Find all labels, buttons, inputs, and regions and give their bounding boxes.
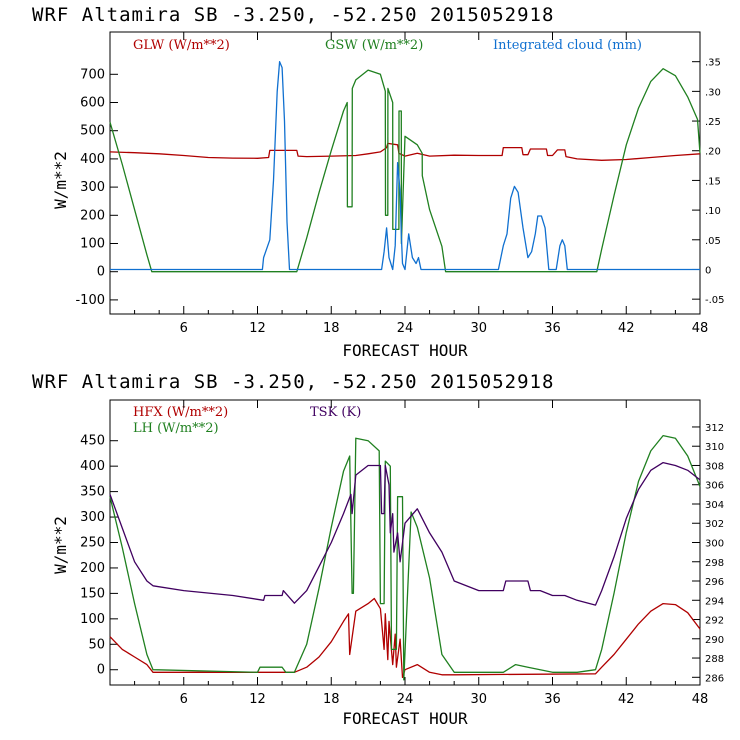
chart-bottom: 6 12 18 24 30 36 42 48 0 50 100 150 200 250 300 350 400 4…	[80, 399, 724, 707]
right-y-tick-label: 286	[705, 673, 724, 684]
x-axis-label: FORECAST HOUR	[342, 709, 468, 728]
y-axis-label: W/m**2	[51, 516, 70, 574]
x-tick-label: 30	[470, 692, 487, 707]
y-tick-label: 250	[80, 536, 105, 551]
x-tick-label: 18	[323, 692, 340, 707]
y-tick-label: 500	[80, 124, 105, 139]
legend-tsk: TSK (K)	[310, 405, 361, 420]
y-tick-label: 450	[80, 434, 105, 449]
y-tick-label: 350	[80, 485, 105, 500]
chart-top: 6 12 18 24 30 36 42 48 -100 0 100 200 300 400 500 600 70…	[75, 31, 725, 336]
right-y-tick-label: 296	[705, 577, 724, 588]
right-y-tick-label: -.05	[705, 295, 725, 306]
y-tick-label: 50	[88, 637, 105, 652]
legend-gsw: GSW (W/m**2)	[325, 38, 423, 53]
series-line-gsw	[109, 68, 701, 273]
x-tick-label: 48	[692, 321, 709, 336]
right-y-tick-label: .15	[705, 176, 721, 187]
right-y-tick-label: 298	[705, 558, 724, 569]
legend-cloud: Integrated cloud (mm)	[493, 38, 642, 53]
y-tick-label: -100	[75, 293, 105, 308]
x-tick-label: 30	[470, 321, 487, 336]
x-tick-label: 24	[397, 321, 414, 336]
x-tick-label: 42	[618, 321, 635, 336]
x-tick-label: 36	[544, 321, 561, 336]
right-y-tick-label: 288	[705, 654, 724, 665]
right-y-tick-label: 290	[705, 635, 724, 646]
x-tick-label: 42	[618, 692, 635, 707]
right-y-tick-label: .25	[705, 117, 721, 128]
right-y-tick-label: 300	[705, 539, 724, 550]
right-y-tick-label: 308	[705, 461, 724, 472]
right-y-tick-label: 292	[705, 616, 724, 627]
series-line-tsk	[109, 461, 701, 606]
x-tick-label: 48	[692, 692, 709, 707]
legend-glw: GLW (W/m**2)	[133, 38, 230, 53]
right-y-tick-label: 302	[705, 519, 724, 530]
series-line-integrated	[110, 61, 700, 271]
right-y-tick-label: 0	[705, 265, 711, 276]
right-y-tick-label: 312	[705, 423, 724, 434]
y-tick-label: 150	[80, 586, 105, 601]
right-y-tick-label: 306	[705, 481, 724, 492]
y-tick-label: 700	[80, 67, 105, 82]
right-y-tick-label: 304	[705, 500, 724, 511]
y-tick-label: 400	[80, 152, 105, 167]
chart-title: WRF Altamira SB -3.250, -52.250 20150529…	[32, 4, 554, 26]
right-y-tick-label: .05	[705, 236, 721, 247]
right-y-tick-label: .35	[705, 58, 721, 69]
x-tick-label: 24	[397, 692, 414, 707]
y-tick-label: 200	[80, 561, 105, 576]
y-tick-label: 300	[80, 180, 105, 195]
legend-lh: LH (W/m**2)	[133, 421, 219, 436]
x-tick-label: 12	[249, 692, 266, 707]
right-y-tick-label: .10	[705, 206, 721, 217]
right-y-tick-label: 310	[705, 442, 724, 453]
right-y-tick-label: 294	[705, 596, 724, 607]
series-line-lh	[109, 434, 701, 681]
x-tick-label: 6	[180, 692, 188, 707]
x-tick-label: 6	[180, 321, 188, 336]
x-axis-label: FORECAST HOUR	[342, 341, 468, 360]
y-tick-label: 200	[80, 208, 105, 223]
right-y-tick-label: .20	[705, 147, 721, 158]
x-tick-label: 18	[323, 321, 340, 336]
y-tick-label: 300	[80, 510, 105, 525]
y-tick-label: 0	[97, 265, 105, 280]
y-tick-label: 400	[80, 459, 105, 474]
y-tick-label: 600	[80, 96, 105, 111]
series-line-glw	[109, 142, 701, 161]
y-tick-label: 100	[80, 612, 105, 627]
y-tick-label: 100	[80, 237, 105, 252]
x-tick-label: 12	[249, 321, 266, 336]
y-axis-label: W/m**2	[51, 151, 70, 209]
right-y-tick-label: .30	[705, 87, 721, 98]
chart-title: WRF Altamira SB -3.250, -52.250 20150529…	[32, 371, 554, 393]
y-tick-label: 0	[97, 663, 105, 678]
legend-hfx: HFX (W/m**2)	[133, 405, 228, 420]
x-tick-label: 36	[544, 692, 561, 707]
